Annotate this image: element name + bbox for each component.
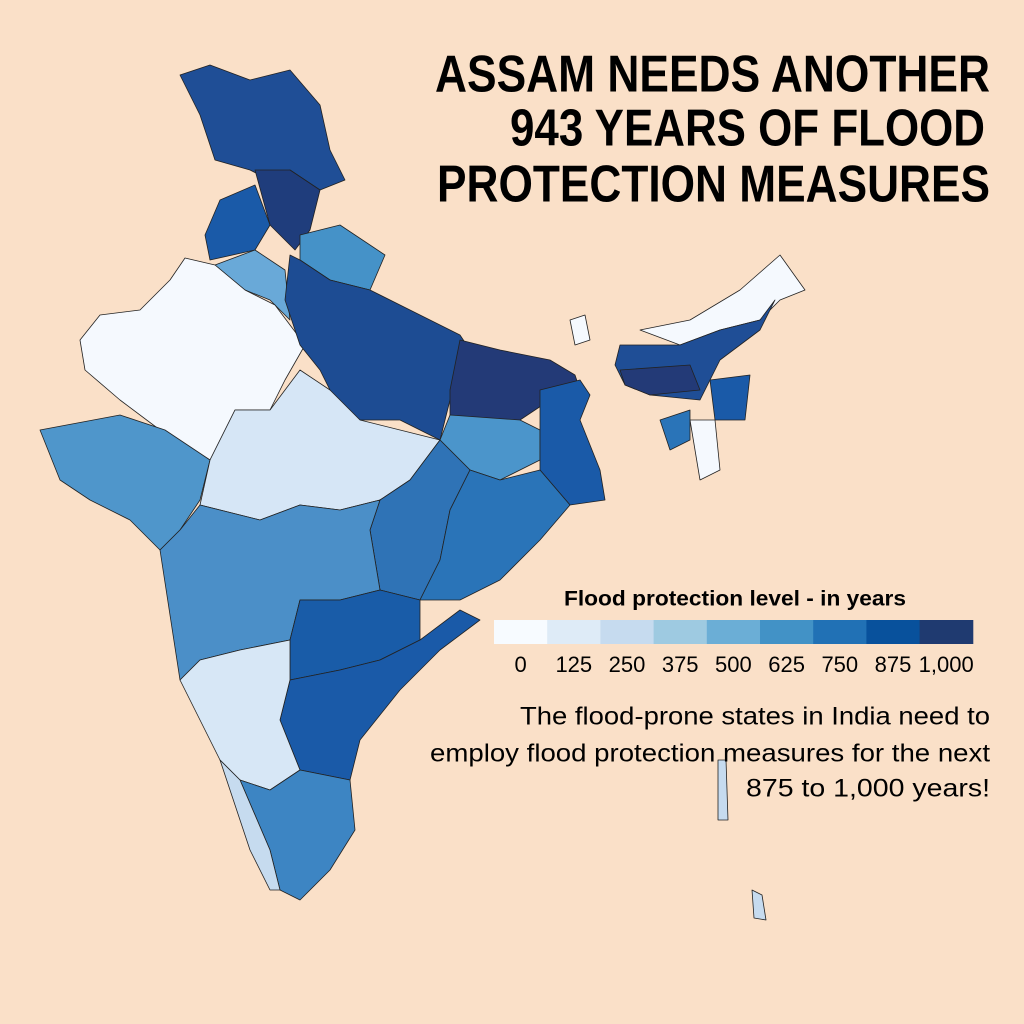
legend-swatch xyxy=(813,620,867,644)
legend-tick-label: 500 xyxy=(715,652,752,677)
legend-tick-label: 1,000 xyxy=(919,652,974,677)
state xyxy=(179,64,346,191)
island xyxy=(751,889,767,921)
note-line: The flood-prone states in India need to xyxy=(520,703,990,731)
state xyxy=(539,379,606,506)
note-line: 875 to 1,000 years! xyxy=(746,775,990,803)
legend-swatch xyxy=(760,620,814,644)
title-line: 943 YEARS OF FLOOD xyxy=(510,100,985,158)
legend-swatch xyxy=(600,620,655,644)
state xyxy=(659,409,691,451)
title-line: PROTECTION MEASURES xyxy=(437,156,990,214)
state xyxy=(619,364,701,396)
india-map xyxy=(39,64,806,921)
note-line: employ flood protection measures for the… xyxy=(430,740,990,768)
state xyxy=(179,639,301,791)
state xyxy=(219,759,281,891)
legend-swatch xyxy=(547,620,601,644)
legend-tick-label: 750 xyxy=(821,652,858,677)
legend-swatch xyxy=(706,620,761,644)
legend-title: Flood protection level - in years xyxy=(564,588,906,611)
state xyxy=(709,374,751,421)
legend-tick-label: 625 xyxy=(768,652,805,677)
legend-tick-label: 875 xyxy=(875,652,912,677)
state xyxy=(569,314,591,346)
state xyxy=(689,419,721,481)
legend: 0 125 250 375 500 625 750 875 1,000 xyxy=(494,620,974,677)
title-line: ASSAM NEEDS ANOTHER xyxy=(435,46,990,104)
legend-tick-label: 375 xyxy=(662,652,699,677)
legend-swatch xyxy=(866,620,921,644)
state xyxy=(419,469,571,601)
legend-swatch xyxy=(919,620,974,644)
state xyxy=(284,254,471,441)
legend-tick-label: 250 xyxy=(609,652,646,677)
legend-swatch xyxy=(494,620,548,644)
island xyxy=(717,759,729,821)
legend-swatch xyxy=(653,620,708,644)
legend-tick-label: 125 xyxy=(555,652,592,677)
legend-tick-label: 0 xyxy=(514,652,526,677)
